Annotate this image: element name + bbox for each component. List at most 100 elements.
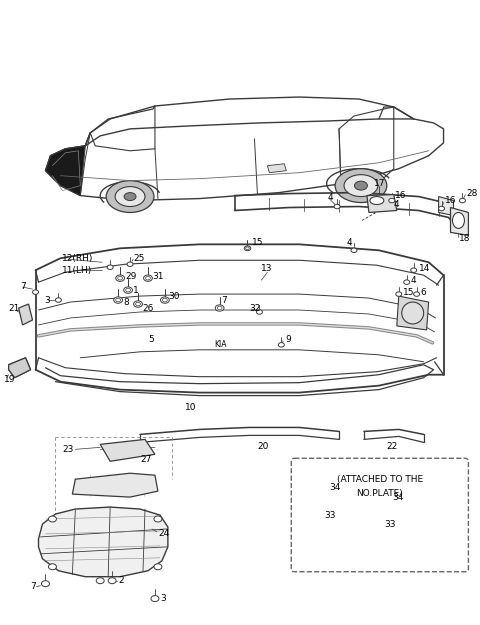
Text: NO.PLATE): NO.PLATE) [357, 489, 403, 498]
Text: 20: 20 [257, 442, 269, 451]
Ellipse shape [459, 198, 466, 202]
Ellipse shape [136, 302, 141, 306]
Ellipse shape [41, 581, 49, 587]
Ellipse shape [107, 265, 113, 269]
Text: 3: 3 [45, 296, 50, 304]
Polygon shape [367, 194, 397, 213]
Ellipse shape [334, 495, 345, 503]
Ellipse shape [55, 298, 61, 302]
Ellipse shape [126, 288, 131, 292]
Ellipse shape [133, 301, 143, 308]
Ellipse shape [33, 290, 38, 294]
Ellipse shape [151, 596, 159, 602]
Text: 24: 24 [158, 529, 169, 538]
Text: 11(LH): 11(LH) [62, 266, 93, 275]
Ellipse shape [334, 204, 340, 209]
Ellipse shape [386, 507, 392, 511]
Ellipse shape [217, 306, 222, 310]
Text: 17: 17 [374, 179, 385, 188]
Ellipse shape [163, 298, 168, 302]
Text: 34: 34 [329, 482, 340, 492]
Text: 22: 22 [387, 442, 398, 451]
Ellipse shape [351, 248, 357, 252]
Text: 13: 13 [262, 264, 273, 272]
Ellipse shape [106, 181, 154, 213]
Text: 3: 3 [160, 594, 166, 603]
Polygon shape [46, 146, 85, 196]
Ellipse shape [154, 516, 162, 522]
Text: 6: 6 [420, 288, 426, 297]
Text: 12(RH): 12(RH) [62, 254, 94, 262]
Polygon shape [100, 439, 155, 461]
Text: 31: 31 [152, 272, 164, 281]
Ellipse shape [278, 342, 284, 347]
Ellipse shape [402, 302, 424, 324]
Text: 28: 28 [467, 189, 478, 198]
Text: 33: 33 [324, 511, 336, 519]
Ellipse shape [344, 174, 378, 197]
Text: 7: 7 [222, 296, 228, 304]
Ellipse shape [414, 292, 420, 296]
Polygon shape [38, 507, 168, 577]
Text: 30: 30 [168, 292, 180, 301]
Text: 33: 33 [384, 521, 396, 529]
Ellipse shape [116, 298, 120, 302]
Text: 25: 25 [133, 254, 144, 262]
Text: 4: 4 [327, 193, 333, 202]
Text: KIA: KIA [215, 341, 227, 349]
Ellipse shape [124, 192, 136, 201]
Polygon shape [72, 473, 158, 497]
Ellipse shape [115, 187, 145, 206]
Text: 34: 34 [392, 492, 403, 502]
Text: 21: 21 [9, 304, 20, 312]
Ellipse shape [118, 276, 122, 280]
Ellipse shape [370, 197, 384, 204]
Text: (ATTACHED TO THE: (ATTACHED TO THE [337, 475, 423, 484]
Text: 16: 16 [395, 191, 406, 200]
Text: 14: 14 [419, 264, 430, 272]
Ellipse shape [453, 213, 465, 228]
Text: 4: 4 [347, 238, 353, 247]
Text: 32: 32 [250, 304, 261, 312]
Polygon shape [19, 304, 33, 325]
Text: 19: 19 [4, 375, 15, 384]
Ellipse shape [48, 516, 57, 522]
Ellipse shape [246, 247, 249, 249]
Text: 18: 18 [458, 234, 470, 243]
Ellipse shape [124, 287, 132, 293]
Ellipse shape [215, 305, 224, 311]
Polygon shape [9, 357, 31, 377]
Ellipse shape [384, 505, 394, 513]
Polygon shape [439, 197, 454, 216]
Ellipse shape [439, 206, 444, 211]
Ellipse shape [114, 297, 122, 303]
Ellipse shape [127, 262, 133, 266]
Ellipse shape [116, 275, 124, 281]
Ellipse shape [389, 198, 395, 202]
Text: 2: 2 [118, 576, 124, 585]
Ellipse shape [96, 578, 104, 584]
Ellipse shape [354, 181, 367, 190]
Ellipse shape [336, 497, 342, 501]
Polygon shape [451, 208, 468, 236]
Ellipse shape [404, 280, 410, 284]
Text: 4: 4 [394, 200, 399, 209]
Text: 1: 1 [133, 286, 139, 294]
Text: 7: 7 [31, 582, 36, 591]
Ellipse shape [256, 310, 263, 314]
Ellipse shape [244, 246, 251, 251]
Text: 9: 9 [285, 336, 291, 344]
Ellipse shape [396, 292, 402, 296]
FancyBboxPatch shape [291, 458, 468, 572]
Polygon shape [397, 296, 429, 330]
Text: 8: 8 [123, 298, 129, 306]
Polygon shape [267, 164, 286, 172]
Text: 5: 5 [148, 336, 154, 344]
Text: 23: 23 [62, 445, 74, 454]
Text: 15: 15 [403, 288, 414, 297]
Text: 16: 16 [444, 196, 456, 205]
Text: 29: 29 [125, 272, 136, 281]
Ellipse shape [145, 276, 150, 280]
Ellipse shape [160, 297, 169, 303]
Ellipse shape [108, 578, 116, 584]
